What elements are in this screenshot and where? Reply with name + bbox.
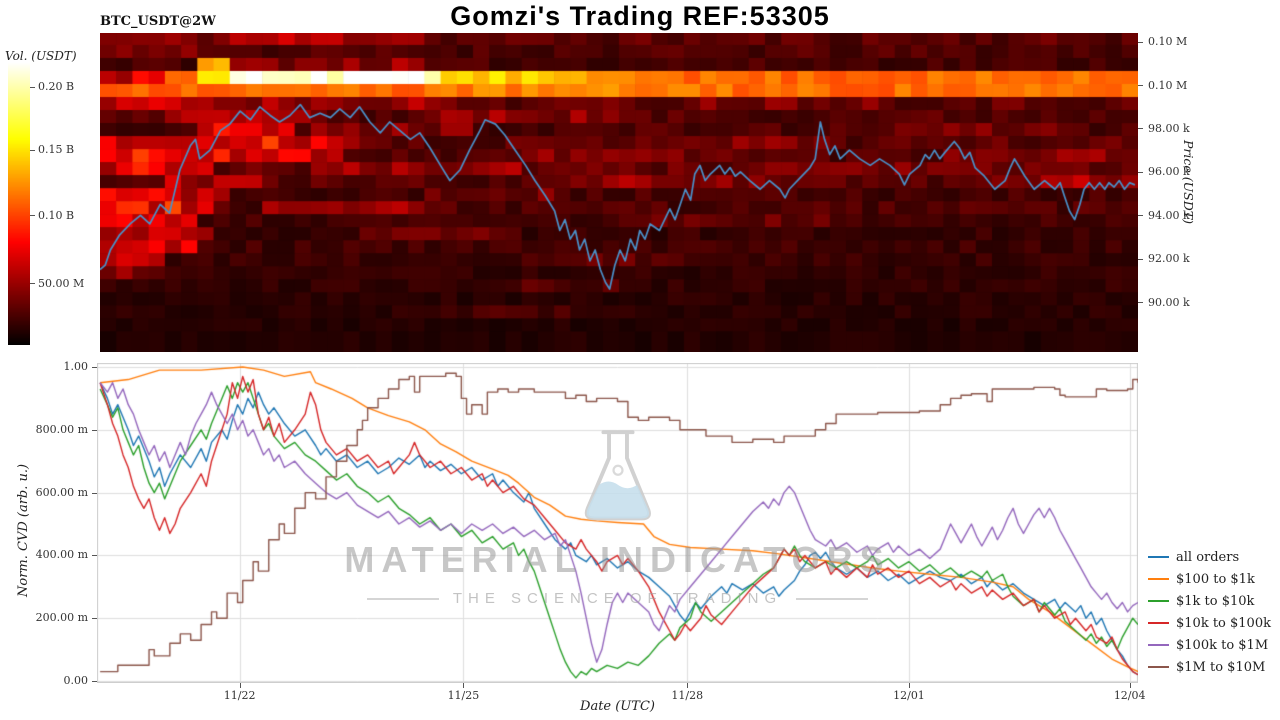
legend-item: $10k to $100k: [1148, 612, 1271, 634]
legend-item: $100k to $1M: [1148, 634, 1271, 656]
colorbar-tick-label: 0.10 B: [38, 208, 75, 222]
price-tick: [1138, 171, 1143, 173]
price-tick-label: 90.00 k: [1148, 295, 1190, 309]
price-tick-label: 92.00 k: [1148, 252, 1190, 266]
legend-label: $1k to $10k: [1176, 593, 1255, 609]
cvd-y-tick-label: 600.00 m: [35, 485, 88, 499]
cvd-x-tick-label: 11/28: [671, 689, 704, 702]
cvd-x-tick: [1129, 683, 1131, 688]
price-tick: [1138, 41, 1143, 43]
cvd-y-tick: [92, 681, 97, 682]
colorbar-tick: [30, 149, 35, 151]
cvd-y-tick-label: 800.00 m: [35, 422, 88, 436]
legend-swatch: [1148, 666, 1169, 668]
legend-swatch: [1148, 578, 1169, 580]
price-tick: [1138, 302, 1143, 304]
colorbar-tick-label: 50.00 M: [38, 276, 85, 290]
cvd-x-tick-label: 12/04: [1113, 689, 1146, 702]
cvd-y-tick-label: 0.00: [63, 674, 89, 687]
price-tick-label: 98.00 k: [1148, 121, 1190, 135]
legend-item: $1k to $10k: [1148, 590, 1271, 612]
price-tick-label: 0.10 M: [1148, 35, 1188, 49]
colorbar-tick: [30, 283, 35, 285]
price-tick: [1138, 85, 1143, 87]
cvd-x-tick: [908, 683, 910, 688]
legend-label: $100 to $1k: [1176, 571, 1255, 587]
legend-swatch: [1148, 556, 1169, 558]
cvd-canvas: [97, 363, 1138, 683]
symbol-label: BTC_USDT@2W: [100, 14, 216, 29]
legend-label: $1M to $10M: [1176, 659, 1266, 675]
legend-swatch: [1148, 600, 1169, 602]
legend-item: $1M to $10M: [1148, 656, 1271, 678]
cvd-y-tick: [92, 429, 97, 431]
cvd-x-tick-label: 11/25: [447, 689, 480, 702]
colorbar-tick-label: 0.15 B: [38, 143, 75, 157]
legend-item: all orders: [1148, 546, 1271, 568]
cvd-y-tick-label: 400.00 m: [35, 548, 88, 562]
cvd-y-tick: [92, 492, 97, 494]
legend-label: $10k to $100k: [1176, 615, 1271, 631]
price-tick: [1138, 258, 1143, 260]
legend-swatch: [1148, 622, 1169, 624]
cvd-y-tick-label: 200.00 m: [35, 611, 88, 625]
page-title: Gomzi's Trading REF:53305: [450, 1, 830, 31]
price-tick: [1138, 215, 1143, 217]
legend-item: $100 to $1k: [1148, 568, 1271, 590]
heatmap-canvas: [100, 33, 1138, 352]
cvd-x-tick: [463, 683, 465, 688]
legend: all orders $100 to $1k $1k to $10k $10k to …: [1148, 546, 1271, 678]
price-tick: [1138, 128, 1143, 130]
colorbar-tick: [30, 86, 35, 88]
price-tick-label: 94.00 k: [1148, 208, 1190, 222]
cvd-y-tick-label: 1.00: [63, 360, 89, 373]
legend-label: $100k to $1M: [1176, 637, 1269, 653]
colorbar-tick-label: 0.20 B: [38, 80, 75, 94]
legend-swatch: [1148, 644, 1169, 646]
cvd-x-axis-label: Date (UTC): [580, 699, 655, 714]
cvd-x-tick-label: 11/22: [223, 689, 256, 702]
cvd-y-axis-label: Norm. CVD (arb. u.): [16, 463, 31, 597]
volume-colorbar: [8, 62, 30, 345]
cvd-x-tick: [239, 683, 241, 688]
colorbar-tick: [30, 215, 35, 217]
cvd-y-tick: [92, 367, 97, 368]
cvd-y-tick: [92, 555, 97, 557]
cvd-y-tick: [92, 618, 97, 620]
legend-label: all orders: [1176, 549, 1240, 565]
price-tick-label: 96.00 k: [1148, 165, 1190, 179]
cvd-x-tick-label: 12/01: [893, 689, 925, 702]
price-tick-label: 0.10 M: [1148, 78, 1188, 92]
colorbar-label: Vol. (USDT): [5, 49, 77, 63]
cvd-x-tick: [687, 683, 689, 688]
